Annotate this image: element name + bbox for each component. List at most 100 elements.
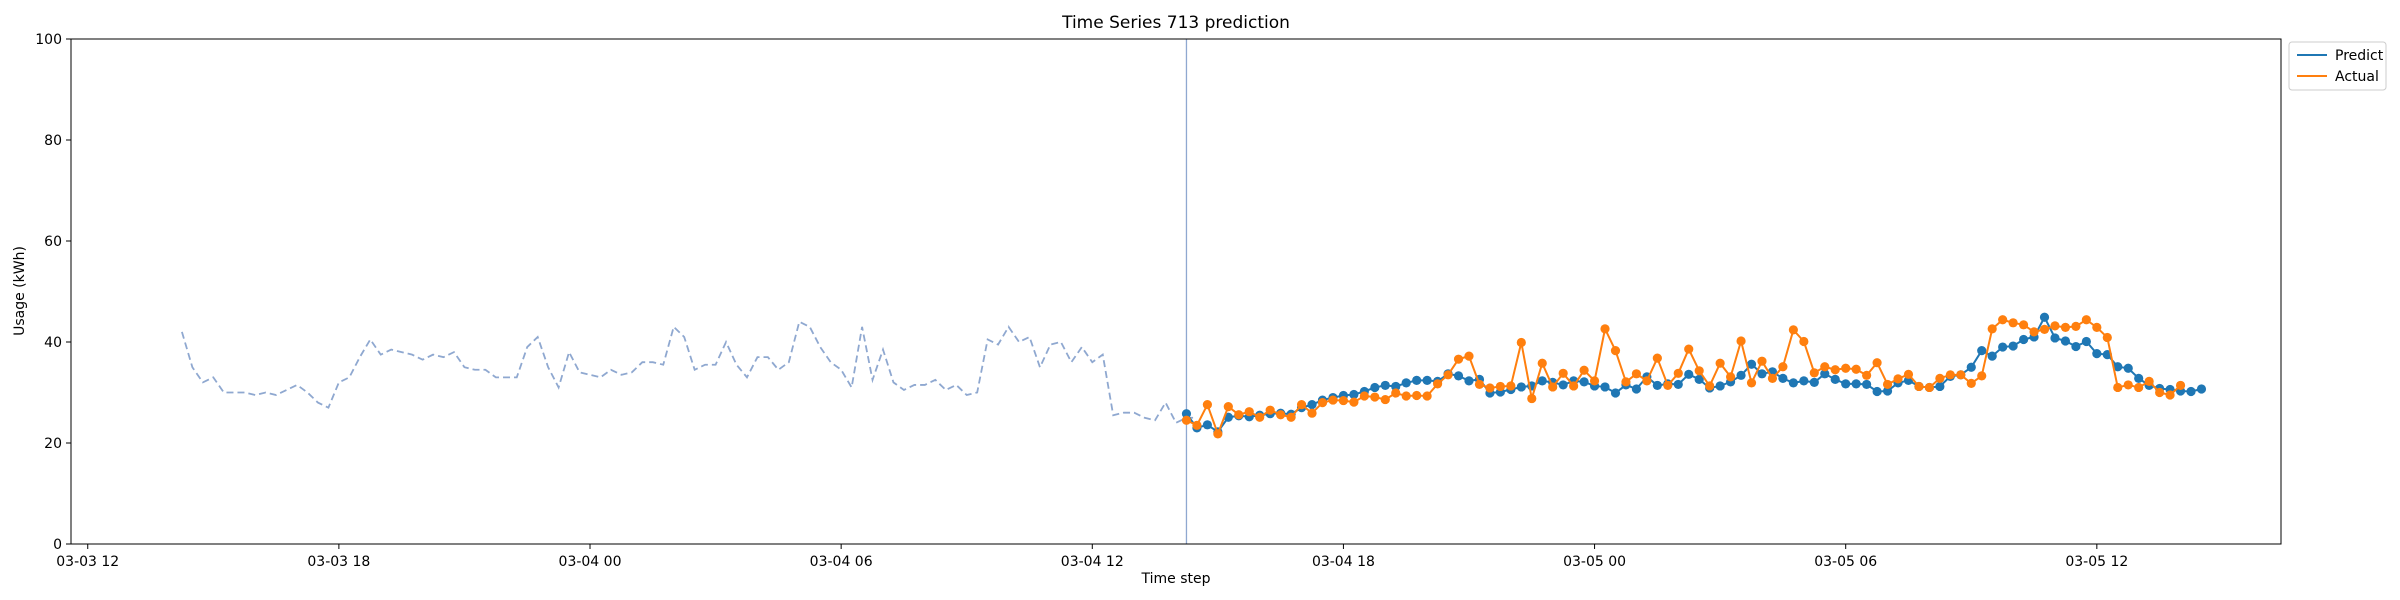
predict-point: [2050, 333, 2060, 343]
predict-point: [2092, 349, 2102, 359]
actual-point: [1642, 376, 1652, 386]
actual-point: [2029, 327, 2039, 337]
predict-point: [1401, 378, 1411, 388]
predict-point: [1370, 382, 1380, 393]
predict-point: [2196, 384, 2207, 394]
actual-point: [1715, 358, 1725, 368]
y-tick-label: 40: [44, 335, 62, 351]
actual-point: [1527, 393, 1537, 404]
actual-point: [1244, 407, 1254, 417]
y-axis-label: Usage (kWh): [12, 246, 28, 336]
predict-point: [1610, 388, 1621, 398]
actual-point: [2071, 321, 2081, 331]
actual-point: [1474, 379, 1485, 390]
actual-point: [2165, 390, 2175, 400]
actual-point: [1558, 368, 1568, 378]
predict-point: [1537, 376, 1547, 386]
actual-point: [2144, 376, 2154, 386]
predict-point: [1788, 378, 1798, 388]
actual-point: [1349, 397, 1359, 407]
history-line: [181, 320, 1197, 424]
actual-point: [1746, 378, 1757, 388]
actual-point: [1694, 366, 1704, 376]
y-axis: 0 20 40 60 80 100: [35, 32, 71, 553]
actual-point: [2039, 324, 2050, 334]
actual-point: [1213, 429, 1223, 439]
actual-point: [1610, 345, 1621, 356]
actual-point: [1799, 336, 1809, 347]
predict-point: [1935, 381, 1945, 392]
x-axis: 03-03 12 03-03 18 03-04 00 03-04 06 03-04 12…: [56, 544, 2128, 570]
actual-point: [1202, 400, 1212, 410]
predict-point: [1579, 377, 1589, 387]
predict-point: [1977, 345, 1987, 356]
actual-point: [1380, 394, 1390, 405]
actual-point: [2175, 380, 2186, 391]
predict-point: [1778, 373, 1788, 383]
actual-point: [2018, 320, 2029, 330]
actual-point: [1338, 395, 1349, 406]
actual-point: [1548, 382, 1558, 392]
predict-point: [2134, 373, 2144, 383]
actual-point: [2113, 382, 2123, 393]
actual-point: [1328, 395, 1338, 405]
actual-point: [1882, 379, 1893, 390]
predict-point: [1453, 371, 1464, 381]
predict-point: [1464, 376, 1474, 386]
actual-point: [1924, 382, 1935, 393]
predict-point: [1746, 359, 1757, 369]
predict-point: [1799, 376, 1809, 386]
predict-point: [2071, 341, 2081, 352]
legend-label-predict: Predict: [2335, 48, 2384, 64]
x-tick-label: 03-04 12: [1061, 554, 1124, 570]
actual-point: [1296, 400, 1307, 410]
x-tick-label: 03-03 12: [56, 554, 119, 570]
x-tick-label: 03-05 12: [2065, 554, 2128, 570]
actual-point: [1788, 325, 1798, 335]
actual-point: [1872, 358, 1882, 368]
actual-point: [1276, 410, 1286, 420]
predict-point: [1422, 375, 1432, 385]
actual-point: [1809, 368, 1819, 378]
actual-point: [1391, 388, 1401, 398]
actual-point: [1830, 365, 1840, 375]
actual-point: [1443, 370, 1453, 380]
actual-point: [1412, 390, 1422, 401]
plot-marks: [181, 39, 2207, 544]
predict-point: [1862, 379, 1872, 390]
x-axis-label: Time step: [1141, 571, 1211, 587]
x-tick-label: 03-04 06: [810, 554, 873, 570]
actual-point: [1820, 362, 1830, 372]
y-tick-label: 100: [35, 32, 62, 48]
actual-point: [1485, 383, 1495, 393]
actual-point: [1192, 420, 1202, 430]
x-tick-label: 03-05 06: [1814, 554, 1877, 570]
predict-point: [1966, 362, 1976, 372]
predict-point: [1349, 389, 1359, 400]
predict-point: [1841, 379, 1851, 389]
actual-point: [1767, 373, 1778, 383]
predict-point: [1600, 382, 1610, 392]
actual-point: [1579, 365, 1589, 375]
actual-point: [1862, 370, 1872, 380]
actual-point: [1359, 391, 1369, 401]
actual-point: [2123, 380, 2133, 390]
actual-point: [2081, 315, 2091, 325]
actual-point: [1464, 351, 1474, 361]
predict-point: [1820, 369, 1830, 379]
predict-point: [1673, 379, 1683, 390]
predict-point: [1412, 375, 1422, 385]
actual-point: [1684, 344, 1694, 354]
actual-point: [1600, 324, 1610, 334]
actual-point: [2008, 318, 2018, 328]
predict-point: [1181, 409, 1192, 419]
actual-point: [1286, 412, 1296, 422]
actual-point: [1663, 380, 1673, 391]
x-tick-label: 03-05 00: [1563, 554, 1626, 570]
actual-point: [1234, 410, 1244, 420]
predict-point: [2081, 336, 2091, 347]
legend-label-actual: Actual: [2335, 69, 2379, 85]
actual-point: [1255, 412, 1265, 422]
actual-point: [1307, 408, 1317, 418]
predict-point: [1694, 374, 1704, 384]
